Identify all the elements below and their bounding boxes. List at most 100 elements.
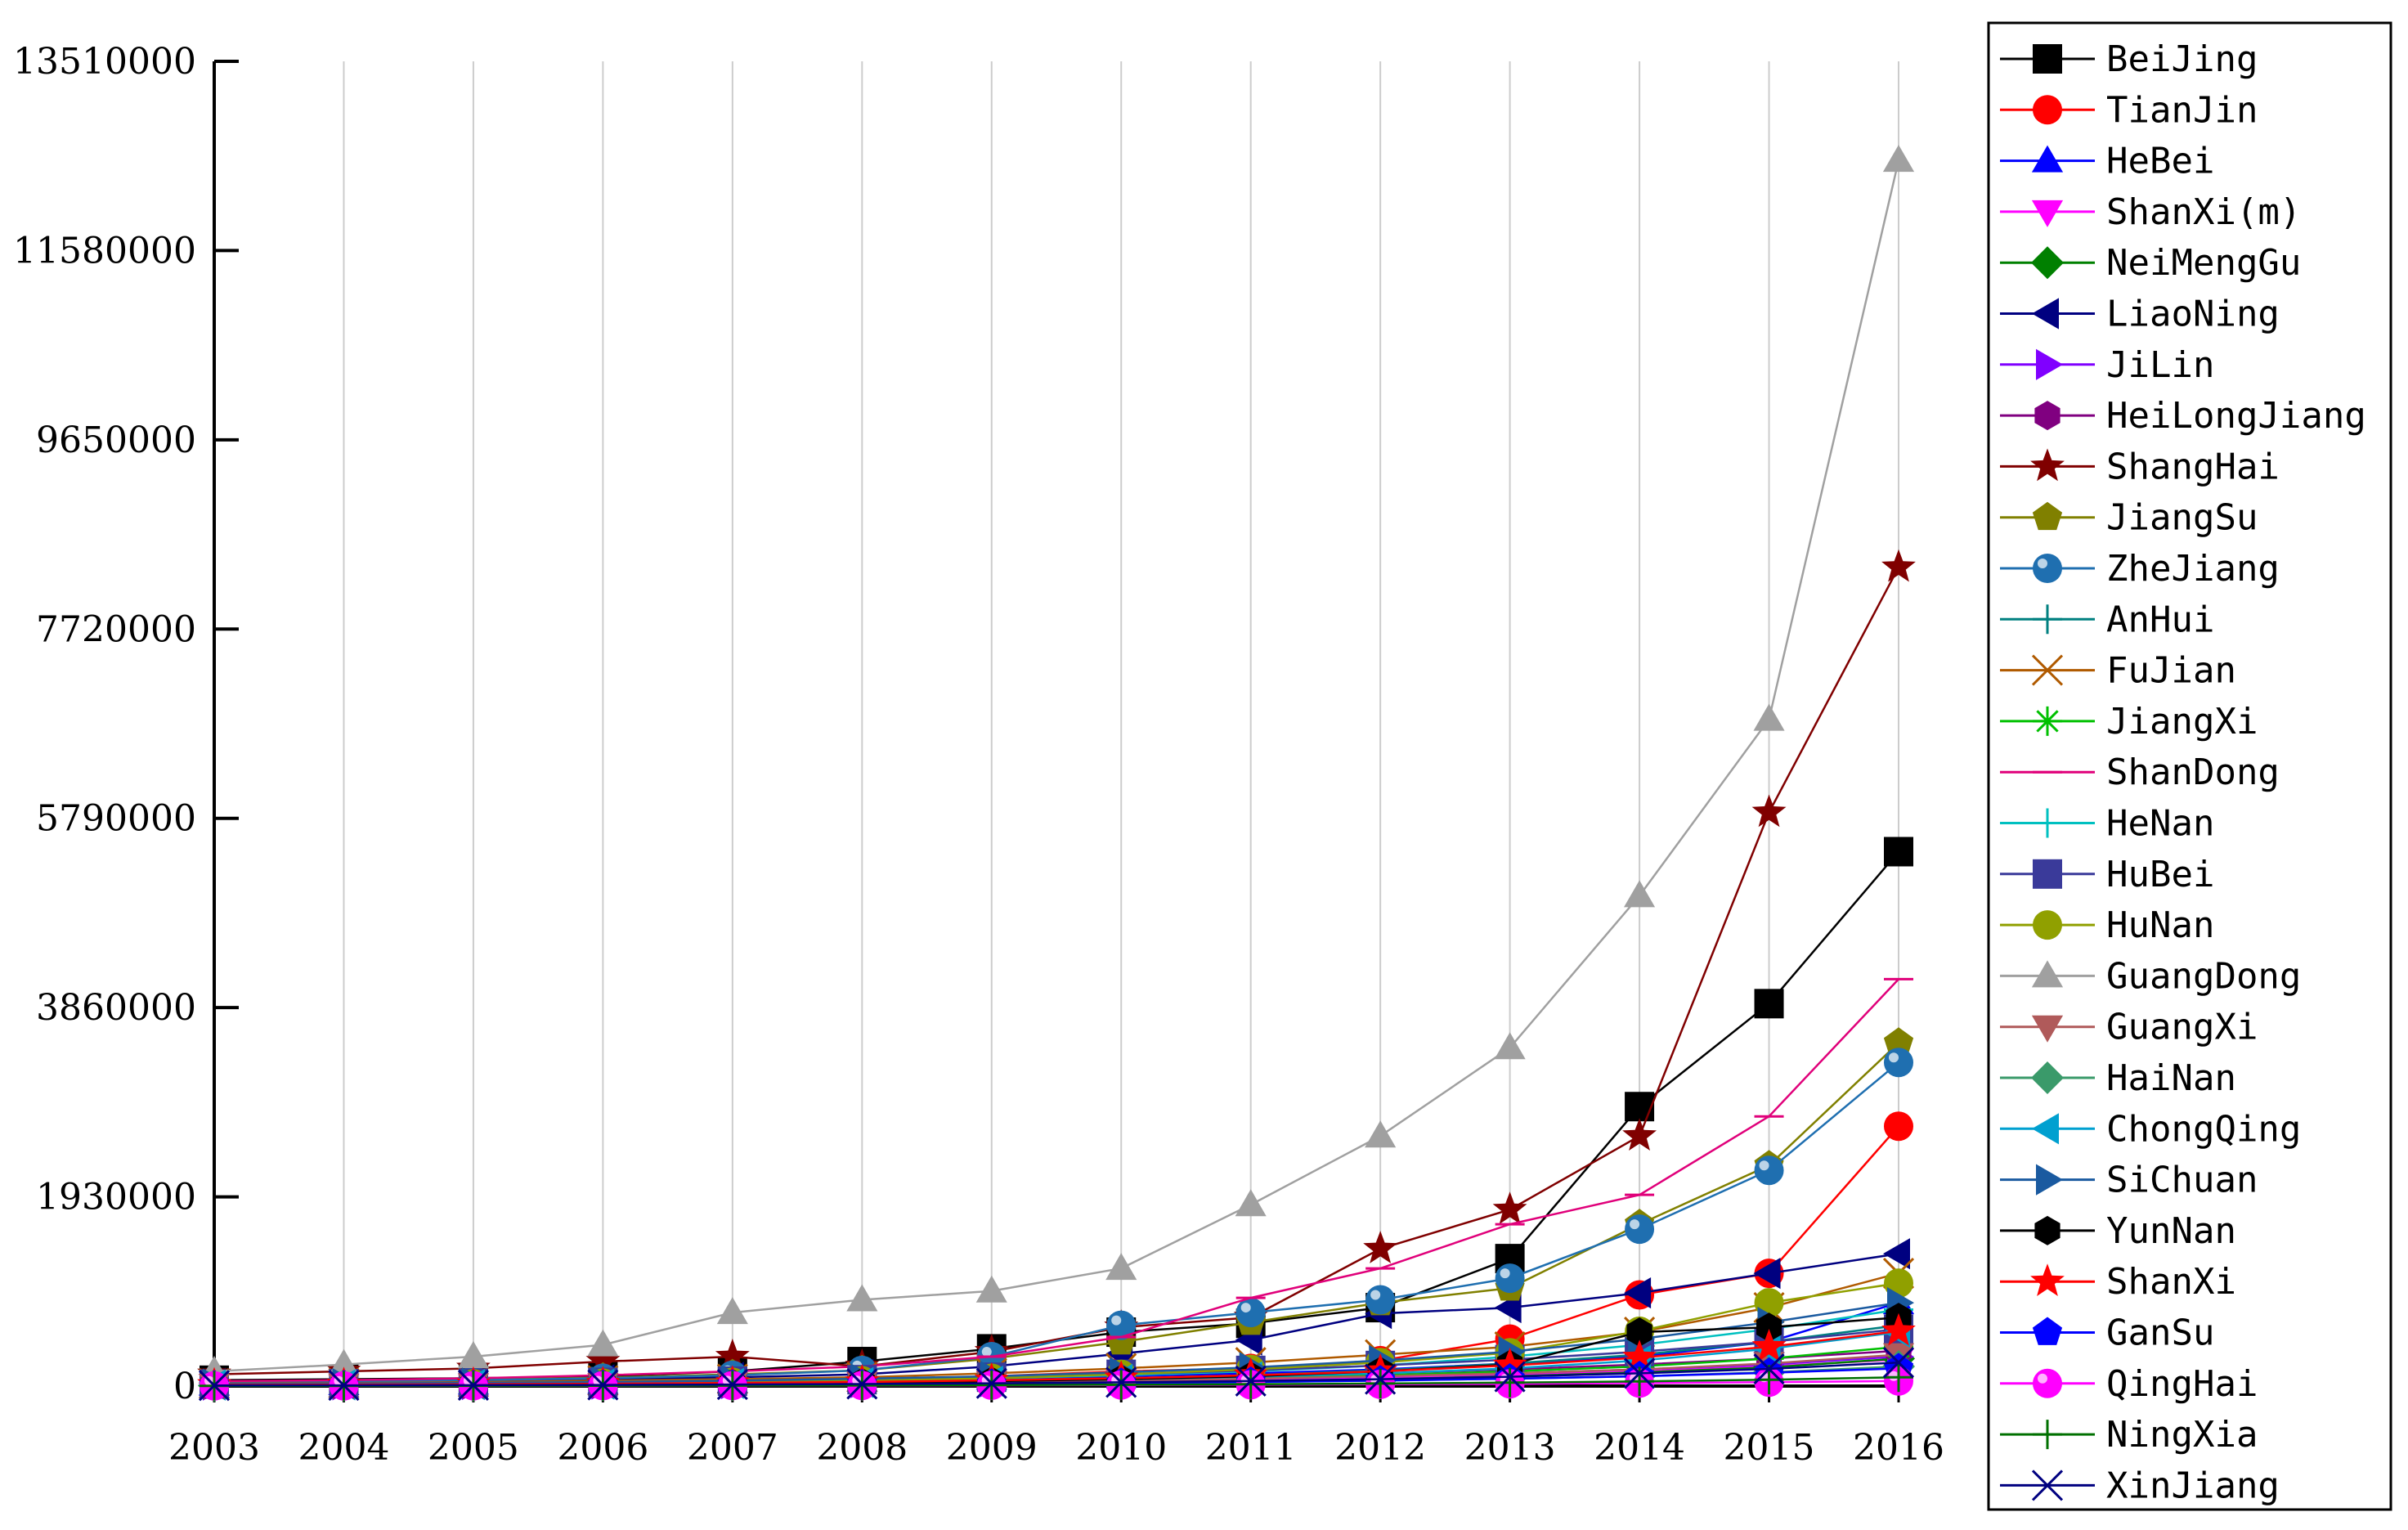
legend-label: HuNan <box>2106 904 2214 946</box>
data-point-zhejiang <box>1754 1155 1784 1186</box>
data-point-shanghai <box>585 1344 621 1376</box>
data-point-jiangsu <box>1883 1027 1914 1056</box>
series-line-guangdong <box>213 159 1900 1373</box>
legend-label: NeiMengGu <box>2106 242 2301 284</box>
data-point-yunnan <box>1626 1317 1652 1347</box>
legend-item-hubei: HuBei <box>2000 854 2214 895</box>
x-tick-label: 2008 <box>816 1427 908 1469</box>
legend-item-fujian: FuJian <box>2000 650 2236 692</box>
legend-label: GuangXi <box>2106 1007 2258 1048</box>
x-tick-label: 2004 <box>298 1427 389 1469</box>
legend-item-guangxi: GuangXi <box>2000 1007 2258 1048</box>
data-point-ningxia <box>1365 1368 1396 1398</box>
y-tick-label: 9650000 <box>36 420 196 461</box>
x-tick-label: 2013 <box>1464 1427 1556 1469</box>
legend-item-shanghai: ShangHai <box>2000 446 2280 487</box>
y-tick-label: 7720000 <box>36 608 196 650</box>
legend-marker-zhejiang <box>2033 554 2062 583</box>
data-point-guangdong <box>1105 1253 1137 1281</box>
legend-label: LiaoNing <box>2106 294 2280 335</box>
legend-label: ShanXi <box>2106 1261 2236 1303</box>
data-point-liaoning <box>1883 1238 1910 1270</box>
legend-label: XinJiang <box>2106 1465 2280 1506</box>
legend-item-qinghai: QingHai <box>2000 1363 2258 1405</box>
legend-item-tianjin: TianJin <box>2000 89 2258 131</box>
data-point-guangdong <box>328 1348 360 1376</box>
legend-item-yunnan: YunNan <box>2000 1210 2236 1252</box>
legend-marker-qinghai <box>2033 1368 2062 1398</box>
legend-label: GanSu <box>2106 1312 2214 1354</box>
legend-marker-gansu <box>2032 1317 2063 1345</box>
y-tick-label: 13510000 <box>13 41 196 83</box>
legend-label: ShanXi(m) <box>2106 191 2301 233</box>
data-point-xinjiang <box>716 1369 748 1401</box>
data-point-shanghai <box>1622 1118 1657 1151</box>
legend-marker-anhui <box>2033 604 2062 635</box>
legend-label: ShanDong <box>2106 752 2280 793</box>
legend-marker-beijing <box>2033 44 2062 74</box>
data-point-xinjiang <box>1882 1347 1915 1379</box>
y-tick-label: 3860000 <box>36 987 196 1029</box>
legend-marker-shanxi <box>2030 1263 2065 1296</box>
legend-marker-neimenggu <box>2031 246 2064 280</box>
x-tick-label: 2003 <box>168 1427 260 1469</box>
legend-item-jiangsu: JiangSu <box>2000 497 2258 539</box>
data-point-zhejiang <box>1884 1048 1913 1078</box>
data-point-guangdong <box>975 1275 1007 1303</box>
data-point-ningxia <box>1625 1366 1655 1397</box>
legend-label: GuangDong <box>2106 955 2301 997</box>
legend-item-shanxi: ShanXi <box>2000 1261 2236 1303</box>
legend-label: ShangHai <box>2106 446 2280 487</box>
legend-item-sichuan: SiChuan <box>2000 1160 2258 1201</box>
series-line-shandong <box>213 978 1899 1383</box>
data-point-xinjiang <box>1235 1365 1267 1397</box>
legend-item-liaoning: LiaoNing <box>2000 294 2280 335</box>
data-point-xinjiang <box>1494 1361 1526 1393</box>
legend-item-neimenggu: NeiMengGu <box>2000 242 2301 284</box>
x-tick-label: 2012 <box>1334 1427 1426 1469</box>
legend-label: QingHai <box>2106 1363 2258 1405</box>
legend-marker-fujian <box>2031 654 2064 686</box>
legend-label: TianJin <box>2106 89 2258 131</box>
legend-marker-jiangsu <box>2032 501 2063 531</box>
data-point-xinjiang <box>198 1370 231 1402</box>
data-point-guangdong <box>457 1341 489 1368</box>
data-point-beijing <box>1754 989 1784 1019</box>
legend-marker-guangxi <box>2031 1015 2064 1043</box>
data-point-guangdong <box>1882 145 1915 173</box>
legend-marker-chongqing <box>2032 1113 2059 1145</box>
legend-label: HeNan <box>2106 803 2214 845</box>
legend-item-beijing: BeiJing <box>2000 38 2258 80</box>
legend-marker-jilin <box>2036 348 2063 380</box>
data-point-ningxia <box>976 1370 1007 1400</box>
series-line-zhejiang <box>213 1061 1899 1384</box>
series-line-xinjiang <box>213 1361 1899 1387</box>
x-tick-label: 2010 <box>1075 1427 1167 1469</box>
data-point-xinjiang <box>1753 1353 1785 1385</box>
legend-marker-heilongjiang <box>2034 401 2060 431</box>
data-point-yunnan <box>1756 1312 1782 1343</box>
legend-marker-yunnan <box>2034 1215 2060 1245</box>
x-tick-label: 2007 <box>687 1427 778 1469</box>
legend-label: HuBei <box>2106 854 2214 895</box>
legend-marker-liaoning <box>2032 298 2059 330</box>
legend-item-hebei: HeBei <box>2000 141 2214 182</box>
grid-lines <box>343 61 1899 1386</box>
data-point-liaoning <box>1753 1258 1781 1290</box>
legend-label: HaiNan <box>2106 1057 2236 1099</box>
legend-label: YunNan <box>2106 1210 2236 1252</box>
data-point-guangdong <box>1235 1189 1267 1217</box>
data-point-zhejiang <box>1365 1285 1396 1315</box>
data-point-zhejiang <box>1106 1310 1137 1340</box>
y-tick-label: 0 <box>173 1366 196 1407</box>
x-tick-label: 2014 <box>1594 1427 1685 1469</box>
data-point-zhejiang <box>1235 1298 1266 1328</box>
y-tick-label: 5790000 <box>36 798 196 840</box>
data-point-guangdong <box>587 1329 619 1357</box>
legend-item-chongqing: ChongQing <box>2000 1108 2301 1150</box>
data-point-xinjiang <box>328 1370 360 1402</box>
data-point-guangdong <box>1753 703 1785 731</box>
data-point-xinjiang <box>1624 1357 1656 1389</box>
data-point-xinjiang <box>1105 1366 1137 1398</box>
